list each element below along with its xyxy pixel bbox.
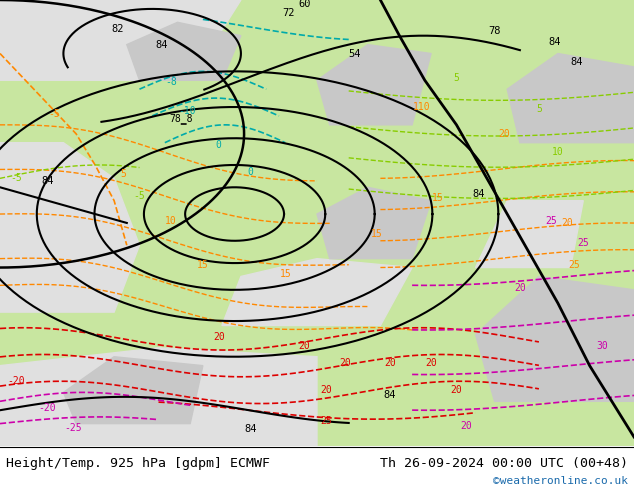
Text: 5: 5 bbox=[536, 104, 542, 114]
Text: 84: 84 bbox=[548, 37, 561, 48]
Text: 5: 5 bbox=[453, 73, 460, 83]
Text: -20: -20 bbox=[39, 403, 56, 413]
Text: 84: 84 bbox=[41, 175, 54, 186]
Text: -5: -5 bbox=[134, 191, 145, 201]
Polygon shape bbox=[507, 53, 634, 143]
Text: 15: 15 bbox=[372, 229, 383, 239]
Text: 20: 20 bbox=[321, 385, 332, 395]
Text: 84: 84 bbox=[571, 57, 583, 68]
Polygon shape bbox=[317, 187, 431, 259]
Text: 30: 30 bbox=[597, 341, 608, 350]
Text: 25: 25 bbox=[568, 260, 579, 270]
Text: 20: 20 bbox=[498, 129, 510, 139]
Text: 84: 84 bbox=[472, 189, 485, 199]
Text: 0: 0 bbox=[247, 167, 254, 177]
Text: 20: 20 bbox=[451, 385, 462, 395]
Text: 25: 25 bbox=[321, 416, 332, 426]
Text: ©weatheronline.co.uk: ©weatheronline.co.uk bbox=[493, 476, 628, 487]
Text: Height/Temp. 925 hPa [gdpm] ECMWF: Height/Temp. 925 hPa [gdpm] ECMWF bbox=[6, 457, 270, 470]
Text: 25: 25 bbox=[578, 238, 589, 248]
Text: 20: 20 bbox=[460, 421, 472, 431]
Text: Th 26-09-2024 00:00 UTC (00+48): Th 26-09-2024 00:00 UTC (00+48) bbox=[380, 457, 628, 470]
Polygon shape bbox=[63, 357, 203, 423]
Polygon shape bbox=[476, 201, 583, 268]
Text: 20: 20 bbox=[213, 332, 224, 342]
Text: 10: 10 bbox=[552, 147, 564, 157]
Text: 84: 84 bbox=[384, 390, 396, 400]
Text: 78: 78 bbox=[488, 26, 501, 36]
Text: 15: 15 bbox=[432, 194, 443, 203]
Text: 20: 20 bbox=[425, 358, 437, 368]
Text: -5: -5 bbox=[48, 109, 60, 119]
Polygon shape bbox=[0, 348, 317, 446]
Text: 10: 10 bbox=[165, 216, 177, 226]
Text: -20: -20 bbox=[7, 376, 25, 386]
Text: -5: -5 bbox=[10, 173, 22, 183]
Text: 0: 0 bbox=[216, 140, 222, 150]
Text: 78‗8: 78‗8 bbox=[169, 113, 193, 123]
Polygon shape bbox=[127, 22, 241, 80]
Text: 84: 84 bbox=[155, 40, 168, 49]
Text: 20: 20 bbox=[384, 358, 396, 368]
Text: -25: -25 bbox=[64, 423, 82, 433]
Text: 72: 72 bbox=[282, 8, 295, 19]
Text: 15: 15 bbox=[197, 260, 209, 270]
Text: 25: 25 bbox=[546, 216, 557, 226]
Text: 20: 20 bbox=[340, 358, 351, 368]
Text: 110: 110 bbox=[413, 102, 430, 112]
Polygon shape bbox=[222, 259, 412, 325]
Text: -8: -8 bbox=[165, 77, 177, 88]
Polygon shape bbox=[476, 276, 634, 401]
Text: -10: -10 bbox=[178, 106, 196, 117]
Text: 20: 20 bbox=[514, 283, 526, 293]
Text: 82: 82 bbox=[111, 24, 124, 34]
Text: 20: 20 bbox=[299, 341, 310, 350]
Polygon shape bbox=[0, 0, 241, 80]
Text: 20: 20 bbox=[562, 218, 573, 228]
Polygon shape bbox=[317, 45, 431, 125]
Text: 84: 84 bbox=[244, 424, 257, 434]
Text: 54: 54 bbox=[349, 49, 361, 58]
Text: 5: 5 bbox=[120, 169, 127, 179]
Text: 60: 60 bbox=[298, 0, 311, 9]
Text: 15: 15 bbox=[280, 269, 291, 279]
Polygon shape bbox=[0, 143, 139, 312]
